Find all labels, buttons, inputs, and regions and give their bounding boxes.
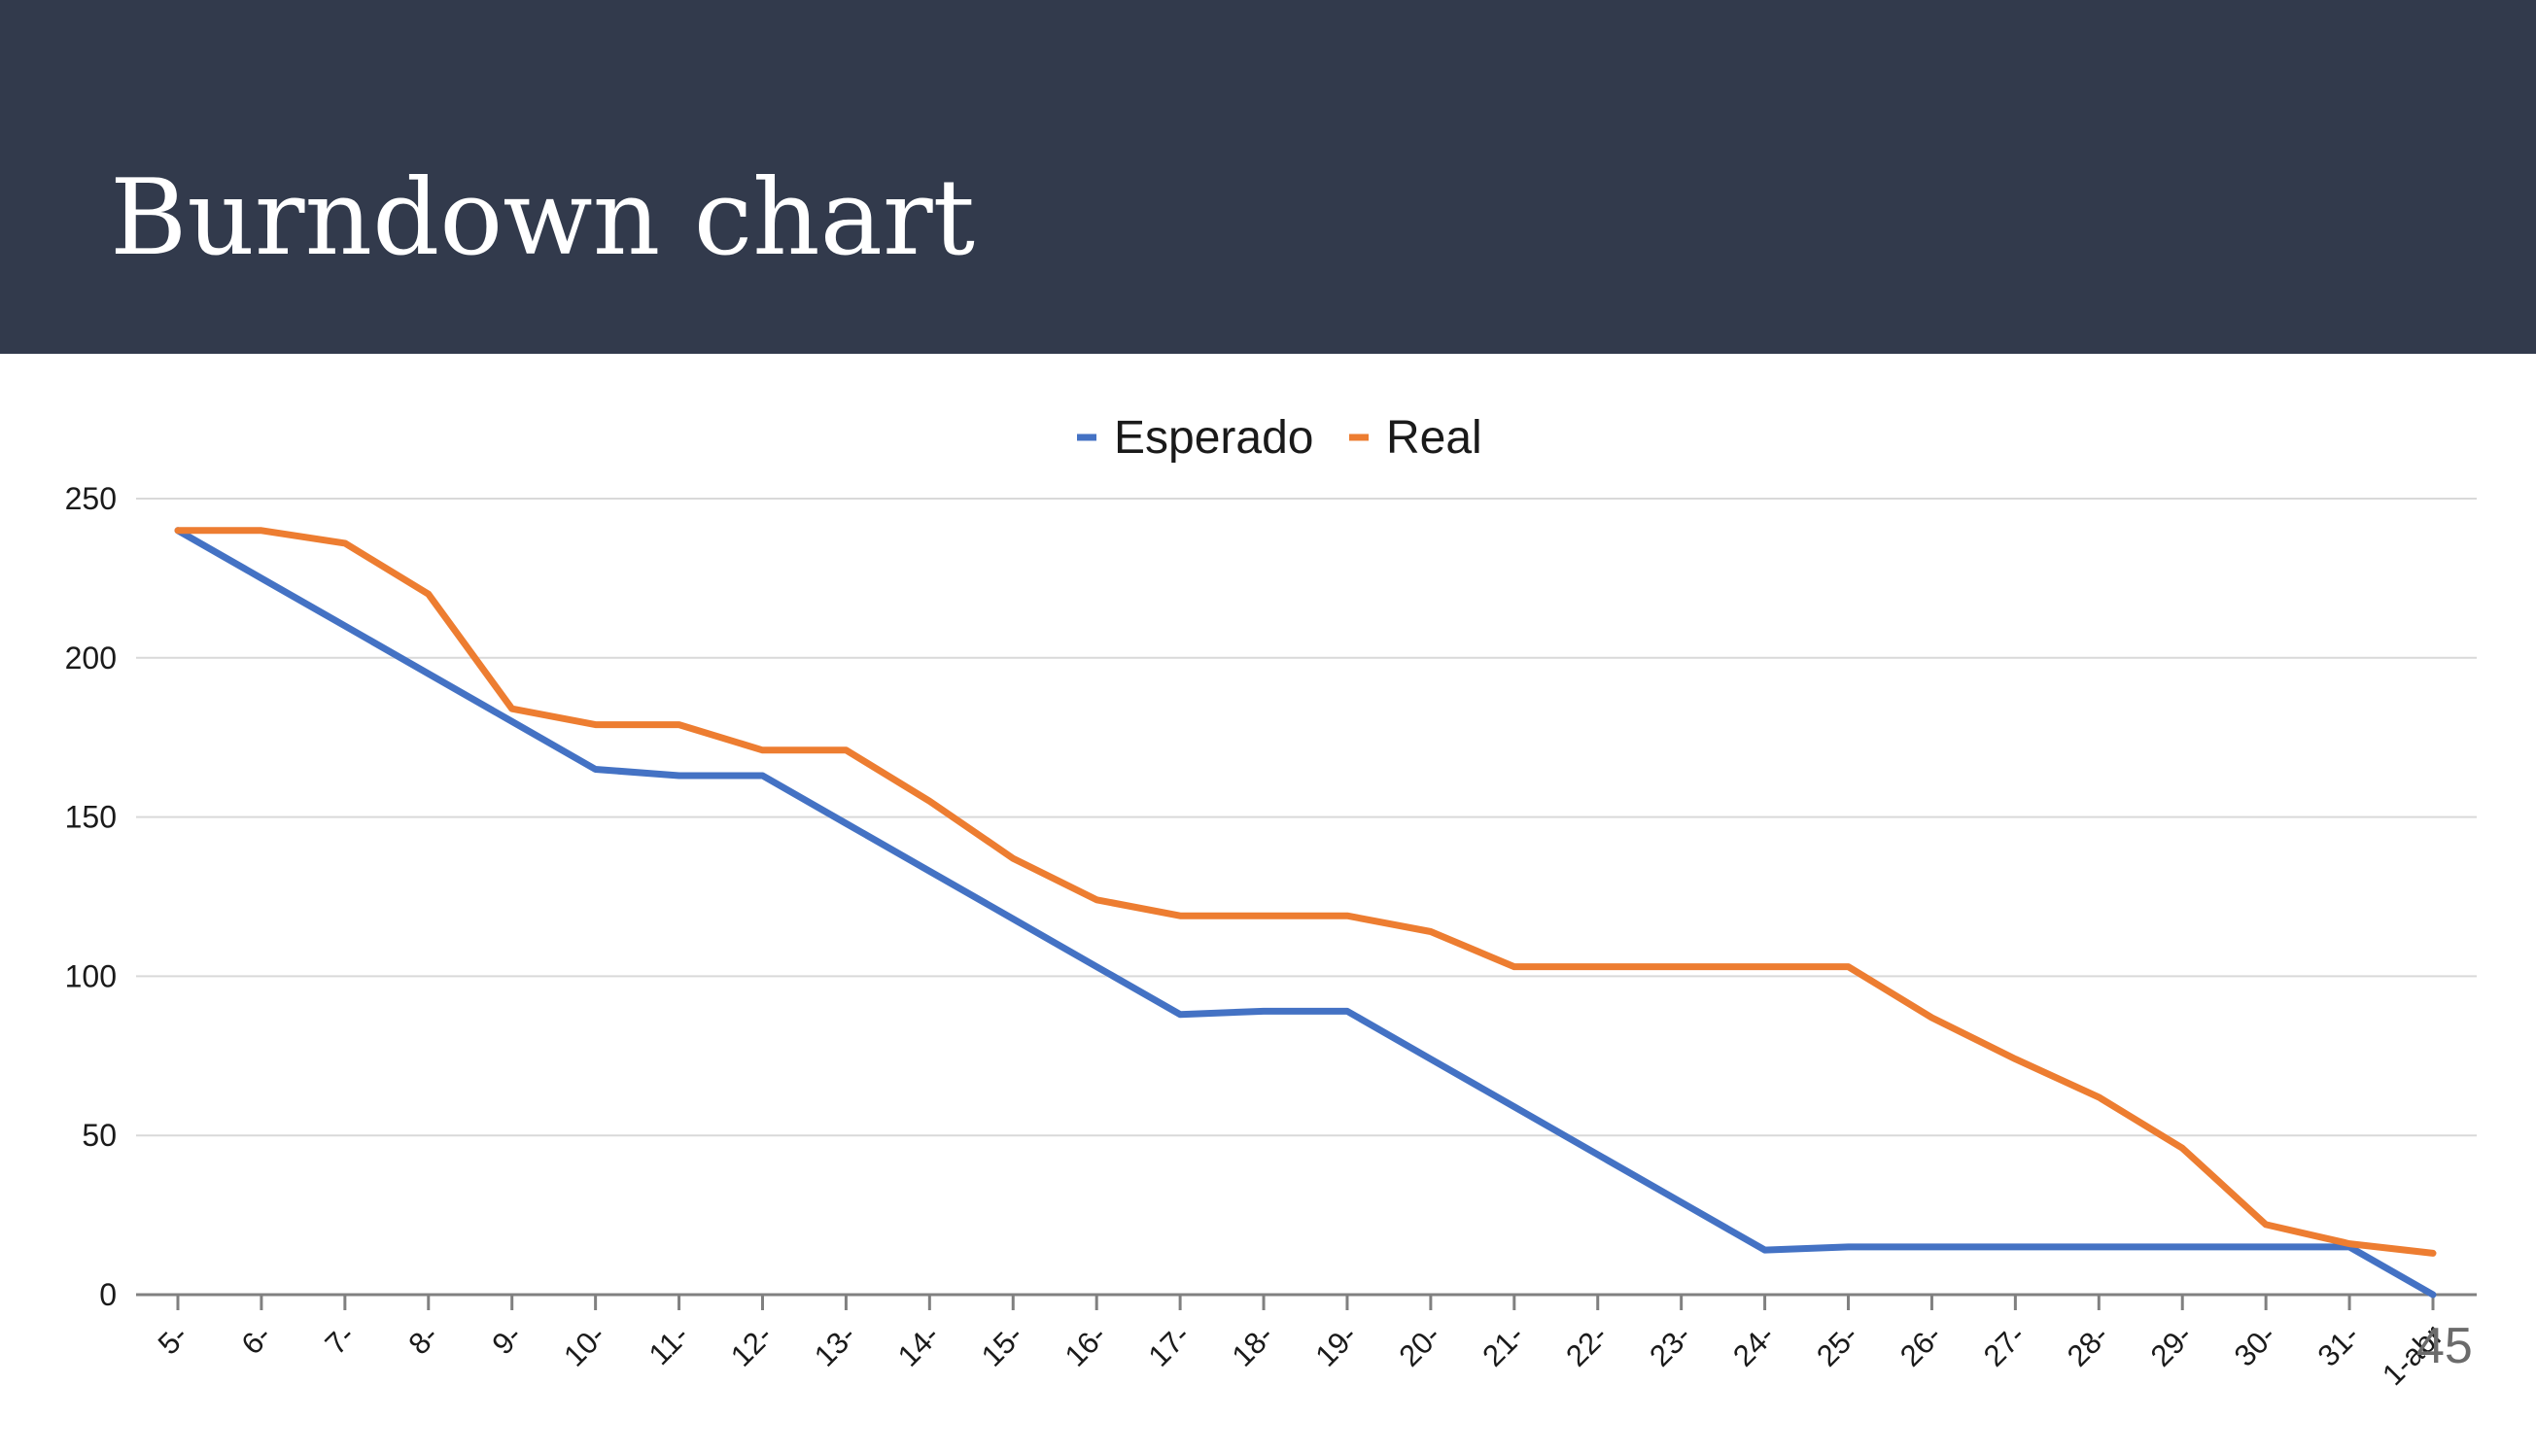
x-tick-label: 17- <box>1142 1318 1197 1372</box>
x-tick-label: 24- <box>1726 1318 1781 1372</box>
x-tick-label: 16- <box>1059 1318 1113 1372</box>
x-axis: 5- 6- 7- 8- 9- 10- 11- 12- 13- 14- 15- 16- 17- 18- 19-… <box>136 1293 2477 1392</box>
legend-label-real: Real <box>1386 412 1482 464</box>
x-tick-label: 23- <box>1643 1318 1697 1372</box>
series-line-real <box>174 527 2437 1257</box>
y-tick-label: 150 <box>65 800 117 835</box>
burndown-chart: Esperado Real 0 50 100 150 200 250 5- 6- 7- 8- 9- 1… <box>65 412 2477 1392</box>
y-tick-label: 50 <box>82 1118 117 1153</box>
x-tick-label: 8- <box>401 1318 444 1361</box>
series-line-esperado <box>174 527 2437 1299</box>
x-tick-label: 27- <box>1977 1318 2032 1372</box>
x-tick-label: 22- <box>1559 1318 1614 1372</box>
x-tick-label: 20- <box>1392 1318 1446 1372</box>
x-tick-label: 28- <box>2061 1318 2115 1372</box>
x-tick-label: 25- <box>1810 1318 1864 1372</box>
y-tick-label: 100 <box>65 958 117 993</box>
x-tick-label: 5- <box>152 1318 194 1361</box>
slide-header: Burndown chart <box>0 0 2536 354</box>
x-tick-label: 15- <box>975 1318 1029 1372</box>
x-tick-label: 18- <box>1226 1318 1280 1372</box>
x-tick-label: 13- <box>808 1318 862 1372</box>
x-tick-label: 7- <box>319 1318 362 1361</box>
slide-title: Burndown chart <box>110 157 976 279</box>
x-tick-label: 29- <box>2144 1318 2199 1372</box>
x-tick-label: 11- <box>643 1318 696 1371</box>
x-tick-label: 6- <box>235 1318 278 1361</box>
x-tick-label: 10- <box>557 1318 611 1372</box>
y-axis-ticks: 0 50 100 150 200 250 <box>65 481 117 1312</box>
x-tick-label: 14- <box>891 1318 946 1372</box>
x-tick-label: 26- <box>1893 1318 1948 1372</box>
y-tick-label: 250 <box>65 481 117 516</box>
chart-series <box>174 527 2437 1299</box>
chart-gridlines <box>136 498 2477 1137</box>
legend-label-esperado: Esperado <box>1114 412 1313 464</box>
x-tick-label: 19- <box>1308 1318 1363 1372</box>
x-tick-label: 30- <box>2228 1318 2282 1372</box>
x-tick-label: 31- <box>2311 1318 2366 1372</box>
y-tick-label: 0 <box>99 1277 117 1312</box>
chart-legend: Esperado Real <box>1077 412 1482 464</box>
y-tick-label: 200 <box>65 641 117 676</box>
x-tick-label: 12- <box>724 1318 779 1372</box>
x-tick-label: 21- <box>1476 1318 1530 1372</box>
x-tick-label: 9- <box>485 1318 528 1361</box>
slide-number: 45 <box>2416 1318 2473 1374</box>
